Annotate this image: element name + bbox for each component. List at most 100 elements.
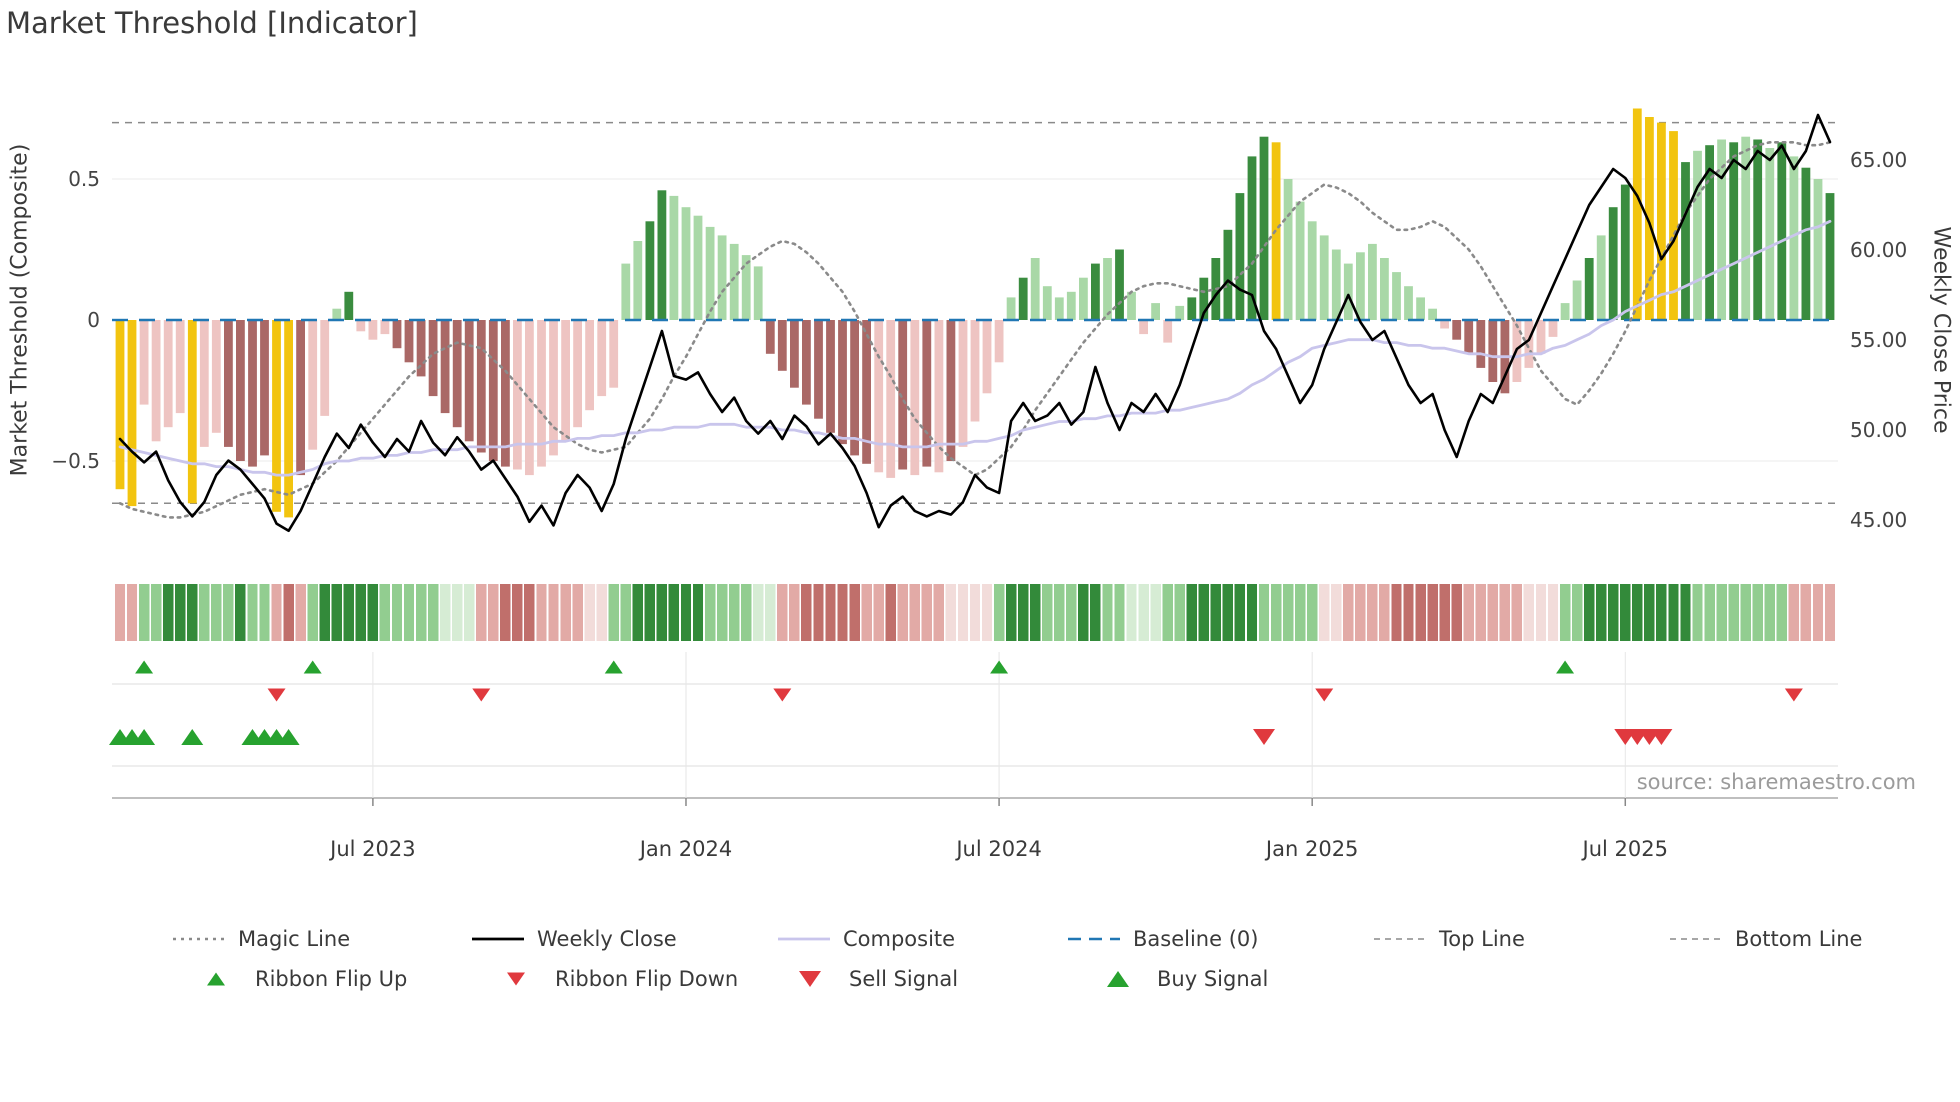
threshold-bar: [1488, 320, 1498, 382]
ribbon-cell: [1126, 584, 1137, 641]
ribbon-cell: [1054, 584, 1065, 641]
ribbon-cell: [1547, 584, 1559, 641]
threshold-bar: [1368, 243, 1377, 320]
ribbon-cell: [1210, 584, 1221, 641]
threshold-bar: [1476, 320, 1486, 368]
threshold-bar: [1608, 207, 1618, 320]
ribbon-cell: [1800, 584, 1812, 641]
threshold-bar: [741, 255, 751, 320]
threshold-bar: [753, 266, 763, 320]
ribbon-cell: [1584, 584, 1595, 641]
threshold-bar: [308, 320, 318, 450]
threshold-bar: [1127, 291, 1136, 320]
threshold-bar: [1295, 201, 1305, 320]
threshold-bar: [597, 320, 607, 397]
ribbon-cell: [1596, 584, 1607, 641]
threshold-bar: [850, 320, 859, 456]
threshold-bar: [946, 320, 956, 461]
threshold-bar: [1163, 320, 1173, 343]
ribbon-cell: [331, 584, 342, 641]
dotted-marker-icon: [173, 937, 225, 941]
ribbon-cell: [1319, 584, 1330, 641]
threshold-bar: [1066, 291, 1076, 320]
threshold-bar: [440, 320, 450, 414]
legend-item-sell-signal: Sell Signal: [782, 967, 958, 991]
ribbon-cell: [873, 584, 884, 641]
ribbon-cell: [1198, 584, 1209, 641]
right-axis-tick-label: 50.00: [1850, 418, 1907, 442]
threshold-bar: [1404, 286, 1413, 320]
threshold-bar: [1765, 148, 1775, 320]
threshold-bar: [970, 320, 980, 422]
ribbon-cell: [1090, 584, 1101, 641]
threshold-bar: [1283, 179, 1293, 320]
signal-markers: [109, 660, 1803, 745]
ribbon-cell: [945, 584, 957, 641]
threshold-bar: [464, 320, 474, 442]
ribbon-cell: [1282, 584, 1294, 641]
x-tick-label: Jul 2025: [1581, 837, 1668, 861]
legend-label: Sell Signal: [849, 967, 959, 991]
threshold-bar: [1223, 229, 1233, 320]
threshold-bar: [922, 320, 932, 467]
threshold-bar: [1584, 258, 1594, 320]
ribbon-cell: [1066, 584, 1077, 641]
ribbon-cell: [921, 584, 932, 641]
tri-down-marker-icon: [799, 971, 821, 987]
ribbon-cell: [620, 584, 631, 641]
threshold-bar: [452, 320, 462, 428]
ribbon-cell: [1270, 584, 1282, 641]
threshold-bars: [115, 108, 1835, 518]
ribbon-cell: [1222, 584, 1234, 641]
ribbon-cell: [223, 584, 234, 641]
threshold-bar: [934, 320, 944, 473]
threshold-bar: [862, 320, 871, 464]
threshold-bar: [501, 320, 510, 467]
ribbon-cell: [1475, 584, 1486, 641]
ribbon-cell: [1559, 584, 1571, 641]
threshold-bar: [765, 320, 775, 354]
legend-label: Buy Signal: [1157, 967, 1269, 991]
x-tick-label: Jul 2024: [954, 837, 1041, 861]
threshold-bar: [211, 320, 221, 433]
threshold-bar: [1669, 131, 1678, 320]
threshold-bar: [1681, 162, 1690, 320]
left-axis-tick-label: 0.5: [68, 167, 100, 191]
threshold-bar: [1380, 258, 1389, 320]
ribbon-cell: [1138, 584, 1149, 641]
ribbon-cell: [1680, 584, 1691, 641]
ribbon-cell: [427, 584, 439, 641]
threshold-bar: [705, 226, 715, 320]
threshold-bar: [260, 320, 269, 456]
tri-up-marker-icon: [207, 972, 225, 986]
threshold-bar: [525, 320, 534, 476]
ribbon-cell: [753, 584, 764, 641]
right-axis-tick-label: 55.00: [1850, 328, 1907, 352]
ribbon-cell: [464, 584, 475, 641]
ribbon-cell: [126, 584, 138, 641]
threshold-bar: [1331, 249, 1341, 320]
ribbon-cell: [1523, 584, 1535, 641]
ribbon-cell: [1391, 584, 1402, 641]
buy-signal-marker: [133, 729, 156, 745]
ribbon-cell: [1824, 584, 1836, 641]
threshold-bar: [1657, 122, 1666, 320]
threshold-bar: [1452, 320, 1462, 340]
sell-signal-marker: [1253, 729, 1276, 745]
threshold-bar: [802, 320, 811, 405]
ribbon-cell: [1030, 584, 1041, 641]
threshold-bar: [1693, 150, 1702, 320]
legend-label: Top Line: [1439, 927, 1525, 951]
ribbon-cell: [584, 584, 595, 641]
ribbon-cell: [1571, 584, 1583, 641]
threshold-bar: [838, 320, 847, 445]
legend-item-top-line: Top Line: [1372, 927, 1525, 951]
threshold-bar: [1392, 272, 1401, 320]
legend-label: Ribbon Flip Up: [255, 967, 408, 991]
threshold-bar: [1416, 297, 1425, 320]
legend-item-buy-signal: Buy Signal: [1090, 967, 1268, 991]
ribbon-cell: [1307, 584, 1318, 641]
threshold-bar: [139, 320, 149, 405]
composite-line: [118, 219, 1832, 477]
